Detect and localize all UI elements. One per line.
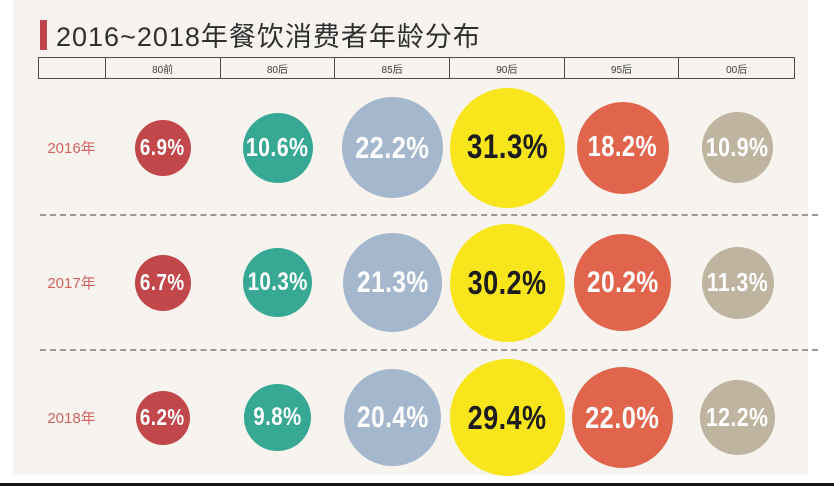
bubble: 10.9% [702,112,773,183]
bubble-value: 22.2% [355,129,430,165]
bubble-value: 6.9% [140,134,185,160]
header-cell-00hou: 00后 [726,64,748,76]
bubble: 21.3% [343,233,442,332]
row-separator-dashed [40,214,818,216]
bubble-value: 6.7% [140,269,185,295]
row-2017: 2017年 6.7% 10.3% 21.3% 30.2% 20.2% 11.3% [38,215,795,350]
bubble: 6.9% [134,119,191,176]
row-label-2017: 2017年 [47,275,96,292]
bubble: 22.2% [342,97,443,198]
bottom-rule [0,483,834,486]
bubble-value: 20.4% [356,400,429,434]
bubble: 6.7% [134,254,191,311]
age-group-header-table: 80前 80后 85后 90后 95后 00后 [38,57,795,79]
bubble: 10.6% [242,112,313,183]
row-separator-dashed [40,349,818,351]
row-2016: 2016年 6.9% 10.6% 22.2% 31.3% 18.2% 10.9% [38,80,795,215]
bubble: 18.2% [576,101,669,194]
bubble-value: 30.2% [468,263,547,301]
bubble: 6.2% [135,390,190,445]
bubble: 12.2% [700,380,775,455]
bubble: 9.8% [244,384,311,451]
header-cell-blank [39,58,106,78]
chart-title: 2016~2018年餐饮消费者年龄分布 [56,22,481,52]
bubble-value: 31.3% [466,128,549,166]
bubble-value: 22.0% [585,399,660,435]
header-cell-95hou: 95后 [565,58,680,78]
bubble: 22.0% [572,367,673,468]
bubble-value: 10.9% [706,132,769,162]
bubble: 20.4% [344,369,441,466]
bubble: 30.2% [450,223,565,342]
header-cell-85hou: 85后 [335,58,450,78]
bubble-rows: 2016年 6.9% 10.6% 22.2% 31.3% 18.2% 10.9%… [38,80,795,485]
header-cell-80qian: 80前 [106,58,221,78]
bubble-value: 9.8% [253,403,302,431]
bubble-value: 10.6% [246,132,309,162]
row-label-2018: 2018年 [47,410,96,427]
bubble: 10.3% [243,248,312,317]
row-2018: 2018年 6.2% 9.8% 20.4% 29.4% 22.0% 12.2% [38,350,795,485]
bubble: 11.3% [701,246,774,319]
header-cell-90hou: 90后 [450,58,565,78]
bubble-value: 18.2% [587,131,658,163]
row-label-2016: 2016年 [47,140,96,157]
bubble: 31.3% [450,87,565,208]
bubble: 20.2% [574,234,671,331]
bubble-value: 29.4% [468,398,547,436]
title-accent-bar [40,19,47,50]
bubble-value: 10.3% [247,268,308,296]
bubble-value: 11.3% [706,267,769,297]
bubble-value: 6.2% [140,404,185,430]
header-cell-80hou: 80后 [221,58,336,78]
bubble-value: 21.3% [356,265,429,299]
bubble-value: 12.2% [706,402,769,432]
bubble-value: 20.2% [586,265,659,299]
chart-title-block: 2016~2018年餐饮消费者年龄分布 [40,15,481,54]
bubble: 29.4% [450,359,565,476]
